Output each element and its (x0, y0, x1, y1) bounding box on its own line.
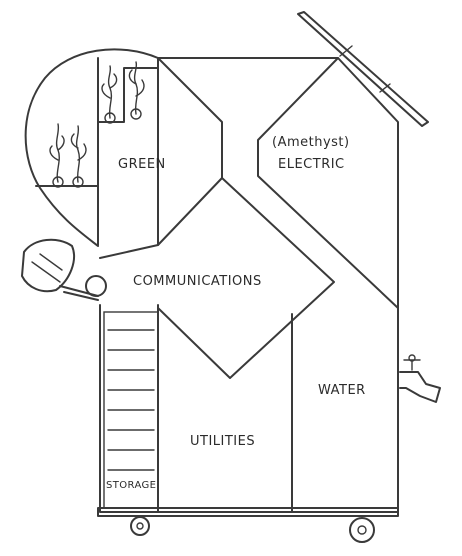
greenhouse-dome (24, 48, 159, 247)
wheel-icon (130, 516, 150, 536)
interior-walls (99, 57, 399, 513)
greenhouse-steps (35, 67, 159, 187)
storage-cabinet (103, 311, 159, 509)
solar-panel-icon (297, 11, 429, 127)
electric-label-top: (Amethyst) (272, 135, 350, 150)
cart-base (97, 507, 399, 517)
plant-icon (101, 65, 118, 124)
electric-label-bottom: ELECTRIC (278, 157, 345, 172)
green-label: GREEN (118, 157, 166, 172)
plant-icon (49, 123, 65, 188)
wheel-icon (349, 517, 375, 543)
communications-label: COMMUNICATIONS (133, 274, 262, 289)
satellite-dish-icon (21, 238, 107, 301)
plant-icon (70, 125, 87, 188)
water-label: WATER (318, 383, 366, 398)
utilities-label: UTILITIES (190, 434, 255, 449)
water-faucet-icon (399, 354, 441, 403)
storage-label: STORAGE (106, 480, 156, 491)
plant-icon (128, 61, 145, 120)
